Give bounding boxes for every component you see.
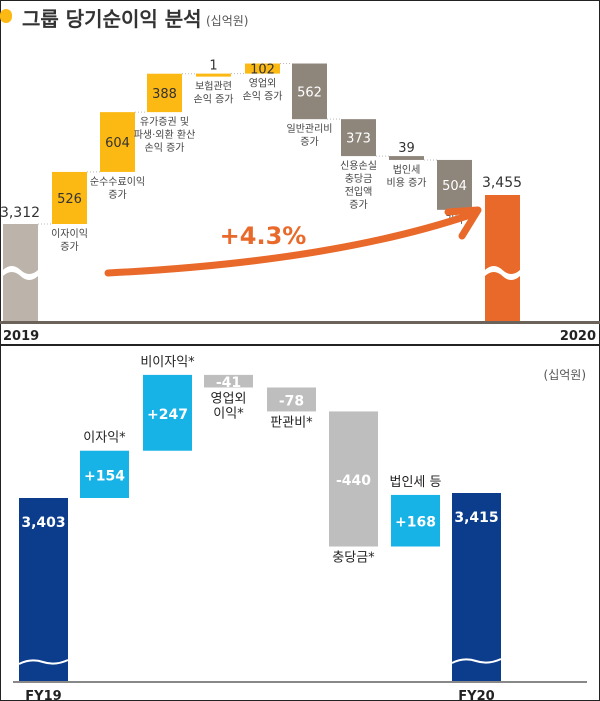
bar-step bbox=[100, 112, 135, 172]
x-axis-line bbox=[13, 681, 587, 683]
bar-step bbox=[341, 119, 376, 157]
axis-break-icon bbox=[3, 266, 38, 280]
bar-start bbox=[19, 498, 68, 682]
chart-title: 그룹 당기순이익 분석 bbox=[22, 7, 202, 31]
value-label: 3,312 bbox=[0, 205, 40, 221]
value-label: -440 bbox=[336, 473, 371, 489]
value-label: +247 bbox=[147, 407, 188, 423]
category-label: 손익 증가 bbox=[145, 142, 185, 154]
value-label: 373 bbox=[346, 132, 371, 147]
category-label: 증가 bbox=[108, 189, 126, 201]
value-label: 562 bbox=[297, 85, 322, 100]
bar-step bbox=[52, 171, 87, 224]
category-label: 전입액 bbox=[345, 185, 373, 198]
category-label: 이자익* bbox=[83, 431, 126, 446]
panel-divider bbox=[0, 344, 600, 346]
value-label: 604 bbox=[105, 136, 130, 151]
unit-label: (십억원) bbox=[544, 368, 586, 382]
value-label: -78 bbox=[279, 393, 304, 409]
axis-break-icon bbox=[451, 658, 502, 664]
category-label: 비이자익* bbox=[140, 355, 195, 370]
x-tick-label: FY20 bbox=[458, 689, 494, 701]
category-label: 손익 증가 bbox=[194, 94, 234, 106]
x-tick-label: FY19 bbox=[25, 689, 61, 701]
category-label: 보험관련 bbox=[195, 81, 232, 93]
category-label: 증가 bbox=[300, 136, 318, 148]
value-label: 3,403 bbox=[21, 515, 65, 531]
bar-step bbox=[267, 387, 316, 412]
category-label: 충당금* bbox=[332, 551, 375, 566]
value-label: 526 bbox=[57, 192, 82, 207]
bar-step bbox=[80, 450, 129, 498]
category-label: 일반관리비 bbox=[287, 123, 333, 135]
x-tick-label: 2019 bbox=[3, 329, 39, 344]
arrow-head-icon bbox=[444, 206, 482, 240]
bar-step bbox=[389, 156, 424, 160]
category-label: 신용손실 bbox=[340, 160, 377, 172]
value-label: +168 bbox=[395, 515, 436, 531]
category-label: 이익* bbox=[213, 406, 244, 421]
value-label: -41 bbox=[216, 375, 241, 391]
bar-step bbox=[391, 494, 440, 547]
value-label: 102 bbox=[250, 63, 275, 78]
value-label: 39 bbox=[398, 141, 415, 156]
bar-step bbox=[143, 374, 192, 451]
category-label: 증가 bbox=[60, 241, 78, 253]
bar-end bbox=[485, 195, 520, 322]
category-label: 비용 증가 bbox=[387, 177, 427, 189]
bar-step bbox=[329, 411, 378, 547]
value-label: 388 bbox=[152, 87, 177, 102]
category-label: 법인세 등 bbox=[390, 475, 442, 490]
growth-annotation: +4.3% bbox=[220, 222, 307, 250]
title-bullet-icon bbox=[0, 9, 12, 23]
x-tick-label: 2020 bbox=[560, 329, 596, 344]
bar-end bbox=[452, 493, 501, 682]
category-label: 법인세 bbox=[393, 164, 421, 176]
category-label: 순수수료이익 bbox=[90, 176, 145, 188]
bar-step bbox=[245, 63, 280, 74]
category-label: 충당금 bbox=[345, 173, 373, 185]
category-label: 손익 증가 bbox=[243, 91, 283, 103]
bar-step bbox=[204, 374, 253, 388]
category-label: 영업외 bbox=[211, 391, 247, 406]
net-income-waterfall: 그룹 당기순이익 분석 (십억원)3,312526이자이익증가604순수수료이익증… bbox=[0, 7, 600, 346]
value-label: 3,455 bbox=[482, 175, 522, 191]
category-label: 판관비* bbox=[270, 415, 313, 430]
axis-break-icon bbox=[485, 266, 520, 280]
axis-break-icon bbox=[18, 659, 69, 665]
unit-label: (십억원) bbox=[206, 14, 248, 28]
growth-arrow-icon bbox=[104, 211, 474, 277]
category-label: 유가증권 및 bbox=[140, 116, 189, 128]
value-label: +154 bbox=[84, 468, 125, 484]
category-label: 증가 bbox=[349, 199, 367, 211]
category-label: 파생·외환 환산 bbox=[134, 129, 196, 141]
bar-step bbox=[437, 159, 472, 210]
bar-step bbox=[292, 63, 327, 120]
category-label: 영업외 bbox=[249, 77, 277, 90]
value-label: 3,415 bbox=[454, 510, 498, 526]
category-label: 이자이익 bbox=[51, 228, 88, 240]
bar-step bbox=[147, 73, 182, 113]
x-axis-line bbox=[0, 321, 600, 324]
value-label: 1 bbox=[209, 59, 217, 74]
value-label: 504 bbox=[442, 179, 467, 194]
bar-step bbox=[196, 73, 231, 77]
